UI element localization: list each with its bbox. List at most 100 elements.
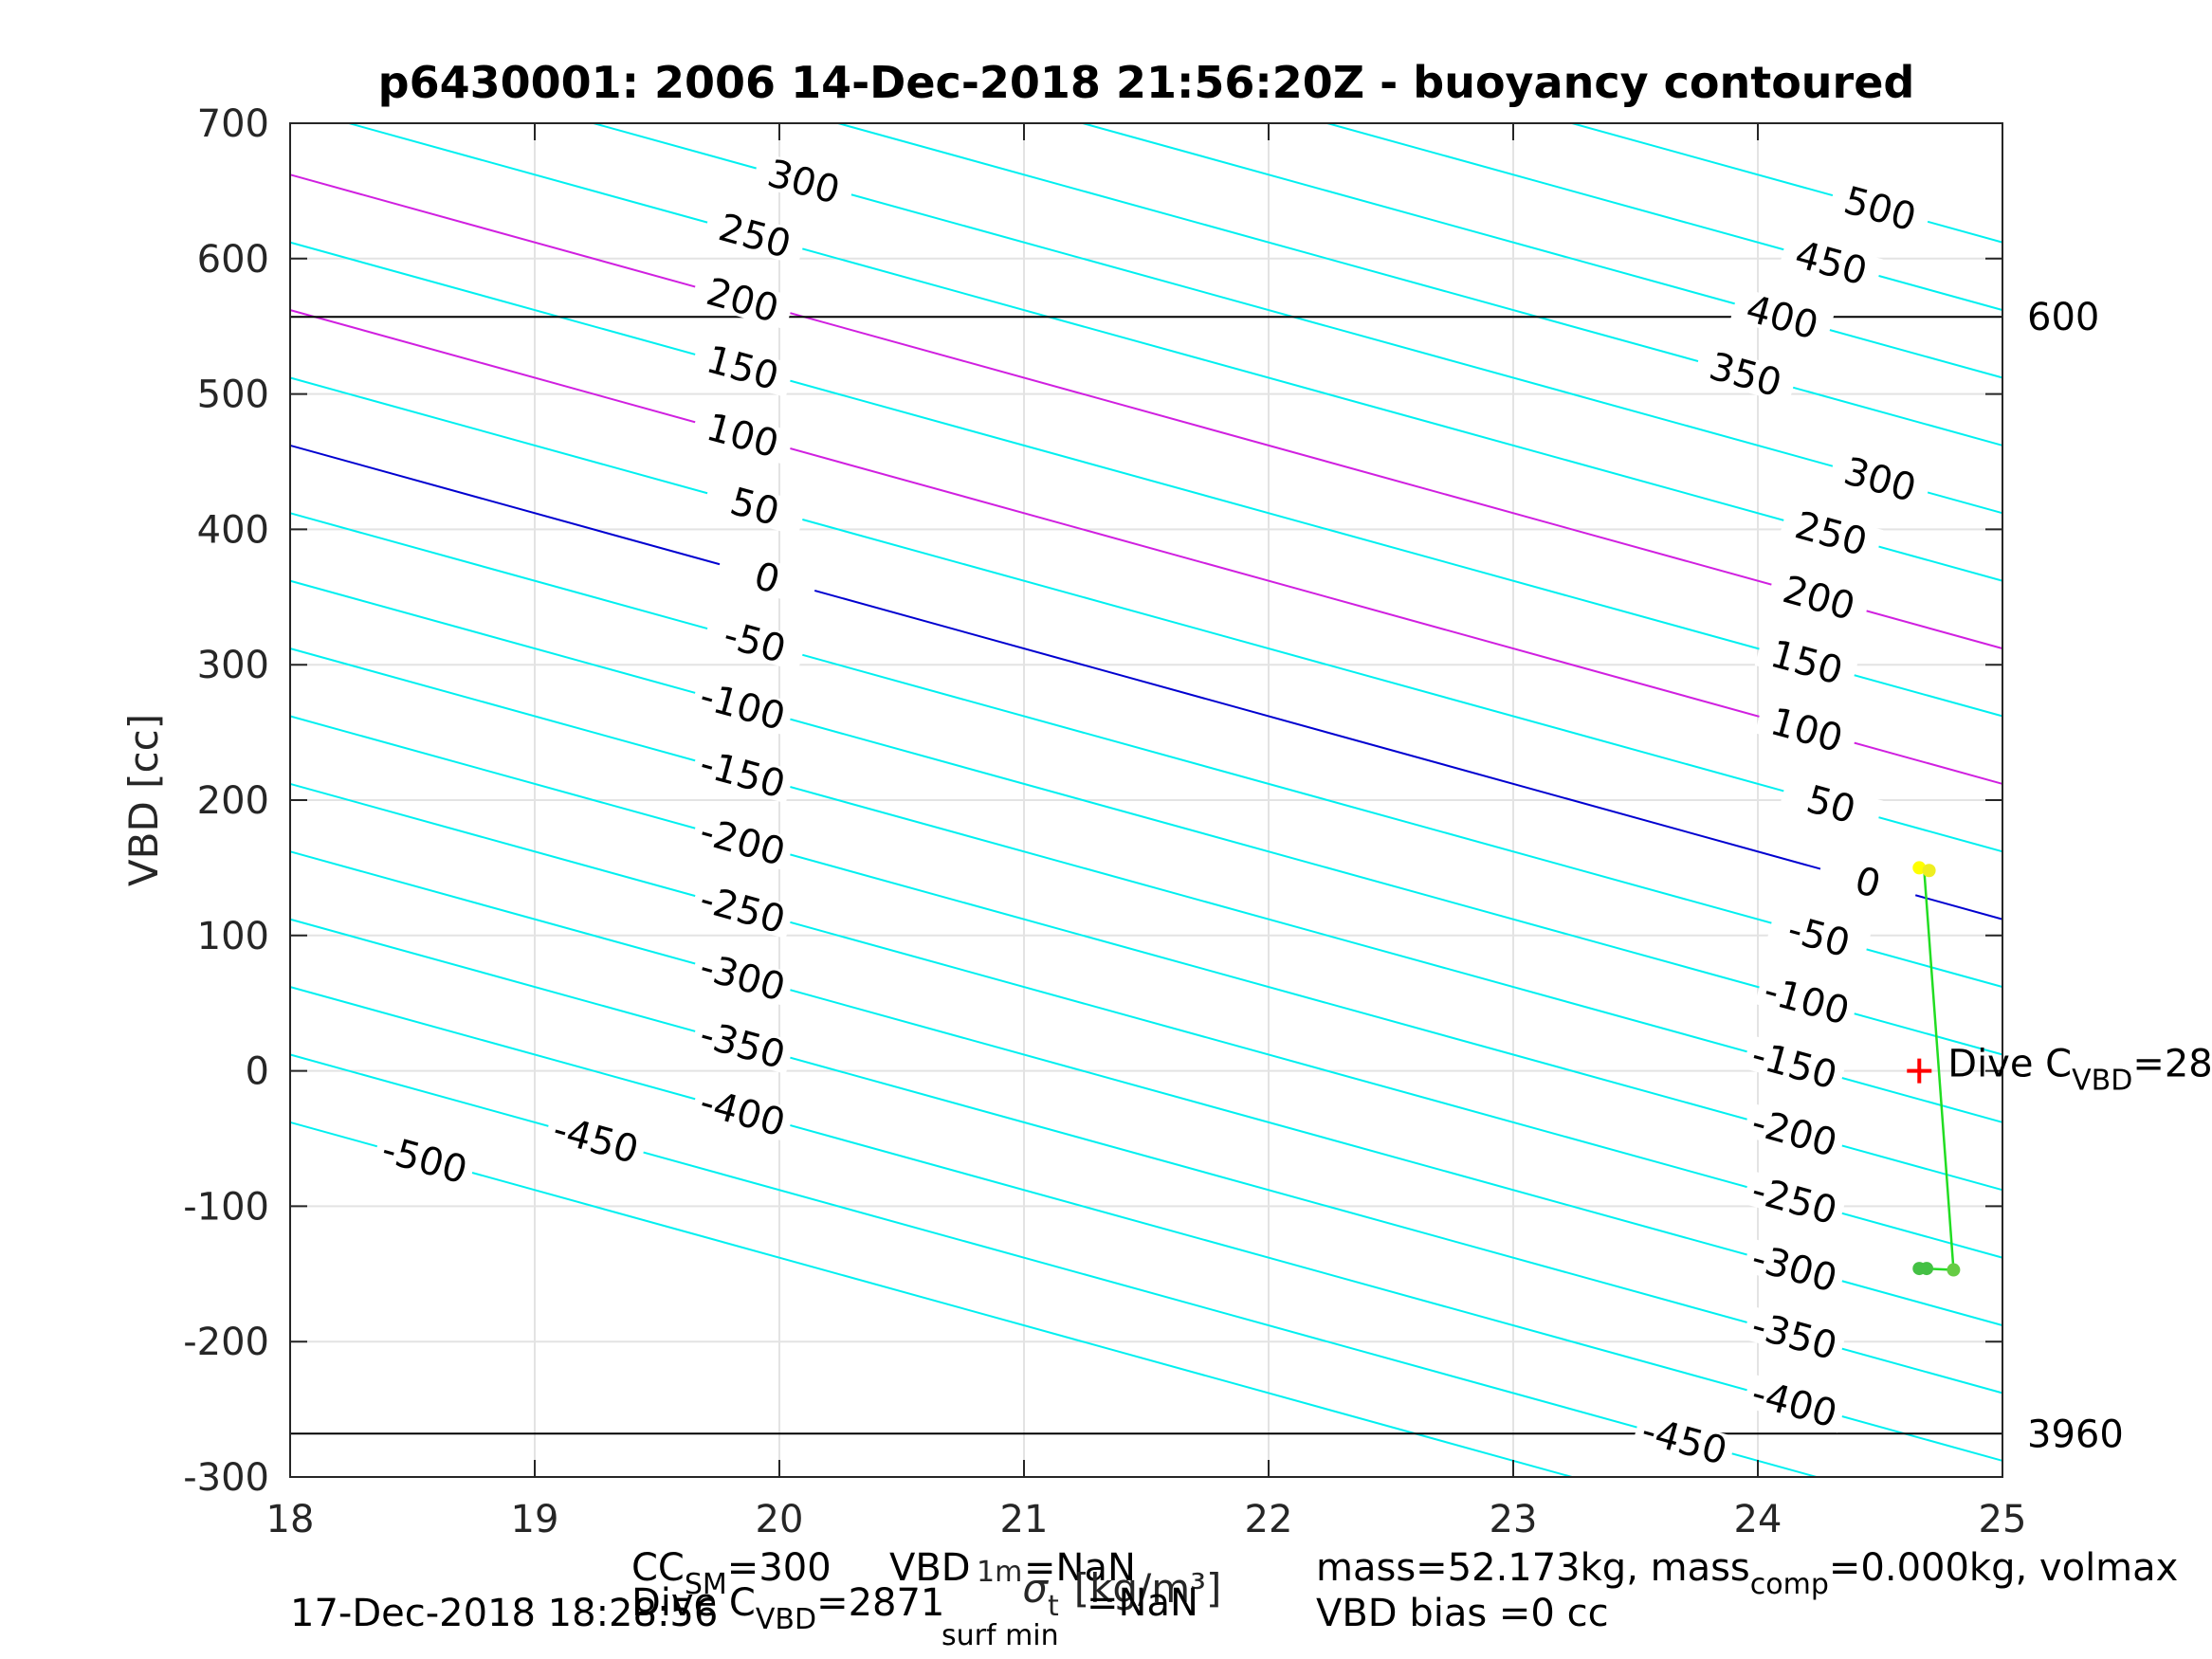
contour-label-bg-left-8 (690, 676, 795, 736)
x-tick-label-6: 24 (1734, 1498, 1782, 1541)
x-axis-label: 1mσt [kg/m³] (977, 1556, 1221, 1623)
contour-label-bg-left-11 (690, 879, 795, 939)
contour-label-bg-right-17 (1742, 1305, 1847, 1365)
contour-label-bg-left-0 (751, 152, 856, 211)
contour-label-bg-right-3 (1693, 344, 1799, 405)
contour-labels: 300250200150100500-50-100-150-200-250-30… (372, 152, 1932, 1474)
dive-cvbd-marker: Dive CVBD=28 (1907, 1043, 2212, 1098)
contour-label-bg-left-7 (703, 611, 808, 672)
x-tick-label-1: 19 (511, 1498, 559, 1541)
contour-label-bg-left-4 (690, 405, 795, 465)
contour-label-bg-right-7 (1754, 632, 1859, 692)
x-tick-label-0: 18 (266, 1498, 315, 1541)
cc-sm-value: =300 (727, 1546, 832, 1590)
contour-label-left-10: -200 (695, 810, 790, 875)
contour-label-left-9: -150 (695, 742, 790, 808)
footer-text: CCSM=300 VBD surf min =NaN 1mσt [kg/m³] =… (290, 1546, 2178, 1652)
contour-line-16 (590, 123, 2002, 515)
t-value: =NaN (1087, 1581, 1198, 1625)
dive-cvbd-plus-marker (1907, 1058, 1932, 1084)
y-axis-ticks: -300 -200 -100 0 100 200 300 400 500 600 700 (183, 102, 2002, 1500)
grid (289, 122, 2003, 1478)
y-tick-label-5: 200 (197, 779, 269, 823)
dive-point-4 (1947, 1263, 1961, 1277)
contour-line-10 (290, 444, 2002, 921)
contour-label-left-4: 100 (702, 406, 783, 467)
contour-label-bg-left-14 (690, 1082, 795, 1142)
contour-label-right-0: 500 (1839, 179, 1921, 241)
y-axis-label: VBD [cc] (120, 714, 167, 886)
contour-label-right-14: -200 (1747, 1101, 1842, 1166)
dive-footer-sub: VBD (756, 1603, 816, 1636)
contour-label-bg-left-5 (703, 476, 808, 537)
contour-label-left-16: -500 (377, 1128, 472, 1194)
contour-label-right-5: 250 (1790, 503, 1872, 565)
contour-label-bg-right-11 (1766, 906, 1872, 966)
mass-comp-sub: comp (1750, 1568, 1829, 1601)
y-tick-label-0: -300 (183, 1456, 269, 1500)
dive-footer-value: =2871 (816, 1581, 944, 1625)
contour-label-right-16: -300 (1747, 1236, 1842, 1302)
dive-point-1 (1922, 864, 1936, 878)
contour-label-right-8: 100 (1765, 700, 1847, 761)
x-label-sigma: σ (1022, 1565, 1049, 1612)
vbd-bias-text: VBD bias =0 cc (1316, 1592, 1609, 1635)
contour-label-right-1: 450 (1790, 233, 1872, 295)
contour-label-bg-right-16 (1742, 1238, 1847, 1298)
dive-footer-prefix: Dive C (631, 1581, 756, 1625)
contour-label-left-11: -250 (695, 878, 790, 943)
contour-label-left-8: -100 (695, 674, 790, 739)
contour-label-bg-right-8 (1754, 700, 1859, 759)
vbd-prefix-text: VBD (889, 1546, 971, 1590)
contour-label-bg-left-16 (372, 1129, 477, 1190)
x-tick-label-4: 22 (1245, 1498, 1293, 1541)
dive-cvbd-label-sub: VBD (2072, 1065, 2132, 1098)
contour-label-right-15: -250 (1747, 1169, 1842, 1234)
cc-sm-text: CCSM=300 (631, 1546, 832, 1601)
contour-label-bg-left-15 (543, 1109, 649, 1169)
contour-label-left-13: -350 (695, 1012, 790, 1078)
x-tick-label-3: 21 (1000, 1498, 1049, 1541)
reference-line-label-0: 600 (2027, 296, 2099, 339)
chart-title: p6430001: 2006 14-Dec-2018 21:56:20Z - b… (378, 57, 1915, 108)
contour-label-bg-left-12 (690, 947, 795, 1007)
x-tick-label-7: 25 (1979, 1498, 2027, 1541)
contour-label-bg-right-12 (1754, 971, 1859, 1030)
contour-label-bg-left-13 (690, 1014, 795, 1074)
contour-label-left-12: -300 (695, 945, 790, 1011)
y-tick-label-10: 700 (197, 102, 269, 146)
y-tick-label-9: 600 (197, 238, 269, 282)
contour-label-right-13: -150 (1747, 1033, 1842, 1099)
contour-label-bg-right-10 (1816, 852, 1921, 912)
contour-label-bg-right-13 (1742, 1034, 1847, 1095)
vbd-value: =NaN (1024, 1546, 1136, 1590)
contour-label-right-7: 150 (1765, 632, 1847, 694)
y-tick-label-6: 300 (197, 644, 269, 687)
y-tick-label-7: 400 (197, 508, 269, 552)
contour-label-bg-right-15 (1742, 1170, 1847, 1231)
y-tick-label-2: -100 (183, 1185, 269, 1229)
contour-label-right-12: -100 (1759, 969, 1854, 1034)
contour-label-right-11: -50 (1783, 908, 1855, 967)
contour-label-right-6: 200 (1778, 568, 1859, 629)
contour-label-left-2: 200 (702, 270, 783, 332)
contour-label-bg-right-1 (1779, 232, 1884, 293)
vbd-surf-min-sub: surf min (941, 1619, 1059, 1652)
reference-line-label-1: 3960 (2027, 1413, 2124, 1456)
x-label-sub: t (1048, 1590, 1059, 1623)
contour-label-bg-right-4 (1828, 449, 1932, 509)
y-tick-label-8: 500 (197, 374, 269, 417)
x-tick-label-2: 20 (756, 1498, 804, 1541)
dive-cvbd-label: Dive CVBD=28 (1947, 1043, 2212, 1098)
y-tick-label-1: -200 (183, 1321, 269, 1364)
contour-label-bg-right-5 (1779, 503, 1884, 563)
contour-label-left-3: 150 (702, 337, 783, 399)
contour-label-bg-left-9 (690, 743, 795, 804)
cc-sm-prefix: CC (631, 1546, 685, 1590)
contour-label-bg-left-2 (690, 270, 795, 330)
contour-label-bg-right-14 (1742, 1103, 1847, 1162)
contour-label-bg-left-10 (690, 811, 795, 871)
contour-label-left-0: 300 (763, 152, 845, 213)
timestamp: 17-Dec-2018 18:28:56 (290, 1592, 718, 1635)
